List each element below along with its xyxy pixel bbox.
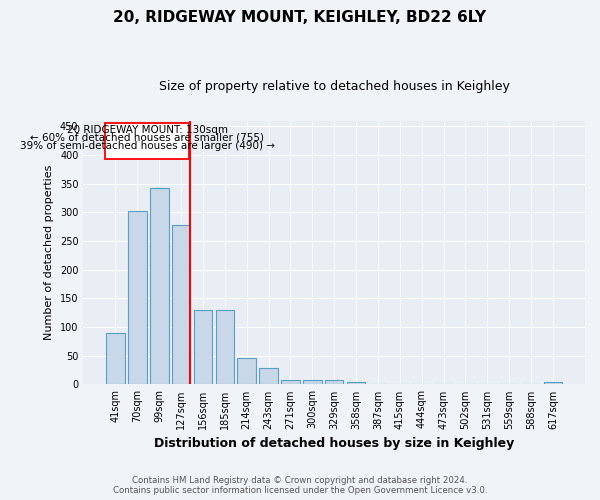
Bar: [303, 380, 322, 384]
Title: Size of property relative to detached houses in Keighley: Size of property relative to detached ho…: [159, 80, 509, 93]
Text: 20 RIDGEWAY MOUNT: 130sqm: 20 RIDGEWAY MOUNT: 130sqm: [67, 124, 227, 134]
FancyBboxPatch shape: [105, 124, 190, 159]
Bar: [238, 358, 256, 384]
Bar: [194, 310, 212, 384]
Bar: [347, 382, 365, 384]
Bar: [106, 333, 125, 384]
Bar: [215, 310, 234, 384]
Bar: [259, 368, 278, 384]
Bar: [544, 382, 562, 384]
Y-axis label: Number of detached properties: Number of detached properties: [44, 165, 55, 340]
Bar: [281, 380, 300, 384]
Text: Contains HM Land Registry data © Crown copyright and database right 2024.
Contai: Contains HM Land Registry data © Crown c…: [113, 476, 487, 495]
Text: 20, RIDGEWAY MOUNT, KEIGHLEY, BD22 6LY: 20, RIDGEWAY MOUNT, KEIGHLEY, BD22 6LY: [113, 10, 487, 25]
Text: 39% of semi-detached houses are larger (490) →: 39% of semi-detached houses are larger (…: [20, 141, 275, 151]
X-axis label: Distribution of detached houses by size in Keighley: Distribution of detached houses by size …: [154, 437, 514, 450]
Text: ← 60% of detached houses are smaller (755): ← 60% of detached houses are smaller (75…: [30, 133, 264, 143]
Bar: [325, 380, 343, 384]
Bar: [128, 210, 146, 384]
Bar: [172, 225, 190, 384]
Bar: [150, 188, 169, 384]
